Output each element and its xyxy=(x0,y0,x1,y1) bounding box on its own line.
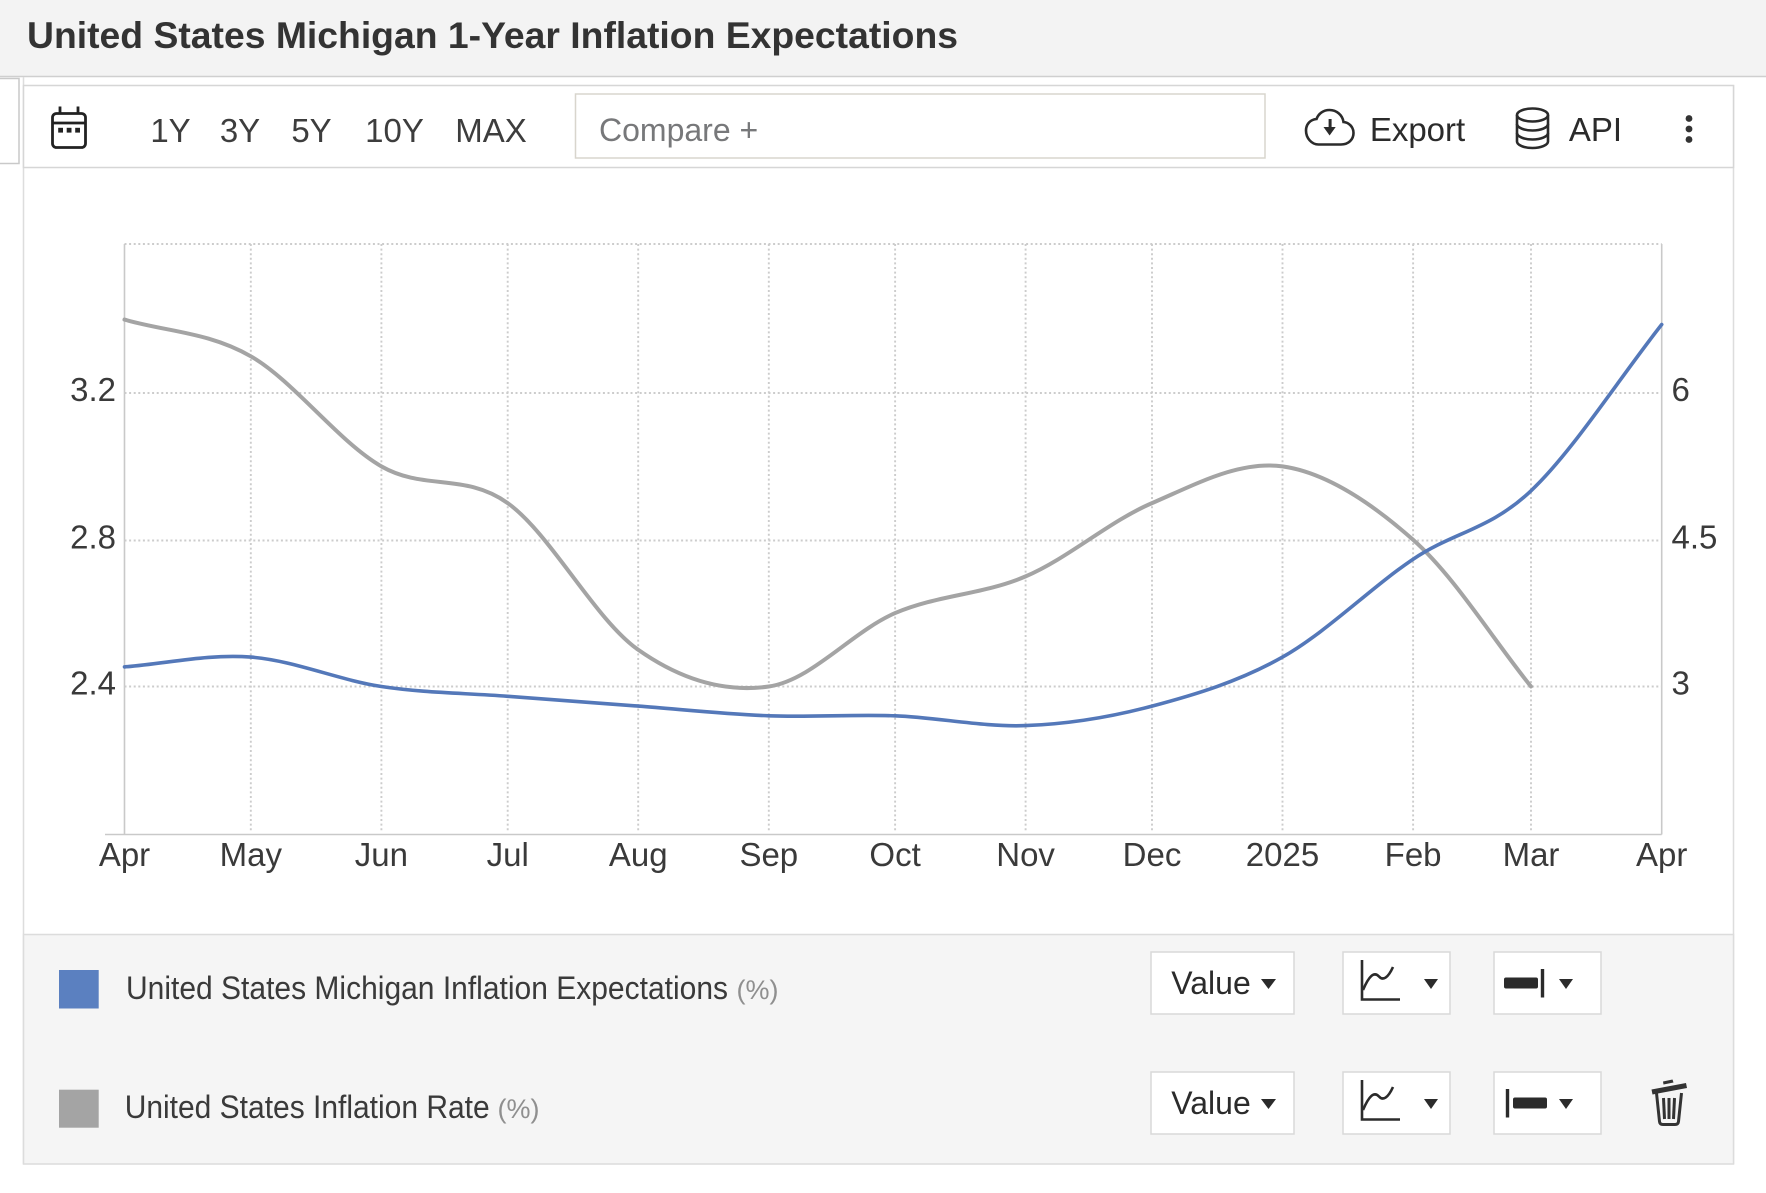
svg-text:2.4: 2.4 xyxy=(70,665,116,702)
svg-text:Value: Value xyxy=(1171,965,1250,1001)
svg-text:2025: 2025 xyxy=(1246,836,1319,873)
svg-text:(%): (%) xyxy=(498,1094,540,1124)
svg-text:Feb: Feb xyxy=(1385,836,1442,873)
svg-text:4.5: 4.5 xyxy=(1672,519,1718,556)
svg-text:Mar: Mar xyxy=(1503,836,1560,873)
svg-text:Dec: Dec xyxy=(1123,836,1182,873)
svg-text:Jul: Jul xyxy=(487,836,529,873)
svg-text:Nov: Nov xyxy=(996,836,1055,873)
svg-text:2.8: 2.8 xyxy=(70,519,116,556)
svg-text:API: API xyxy=(1569,111,1622,148)
svg-text:Apr: Apr xyxy=(1636,836,1687,873)
svg-text:Oct: Oct xyxy=(869,836,920,873)
svg-text:5Y: 5Y xyxy=(291,112,331,149)
svg-text:MAX: MAX xyxy=(455,112,527,149)
svg-text:10Y: 10Y xyxy=(365,112,424,149)
svg-text:3: 3 xyxy=(1672,665,1690,702)
svg-text:3.2: 3.2 xyxy=(70,371,116,408)
svg-text:United States Michigan 1-Year: United States Michigan 1-Year Inflation … xyxy=(27,15,958,56)
svg-text:Export: Export xyxy=(1370,111,1465,148)
svg-text:(%): (%) xyxy=(737,975,779,1005)
svg-text:United States Michigan Inflati: United States Michigan Inflation Expecta… xyxy=(126,970,728,1006)
svg-text:3Y: 3Y xyxy=(220,112,260,149)
svg-text:6: 6 xyxy=(1672,371,1690,408)
svg-text:Compare +: Compare + xyxy=(599,112,758,148)
svg-text:May: May xyxy=(220,836,283,873)
svg-text:Apr: Apr xyxy=(99,836,150,873)
svg-text:Jun: Jun xyxy=(355,836,408,873)
svg-text:1Y: 1Y xyxy=(150,112,190,149)
svg-text:United States Inflation Rate: United States Inflation Rate xyxy=(125,1089,490,1125)
svg-text:Value: Value xyxy=(1171,1085,1250,1121)
svg-text:Aug: Aug xyxy=(609,836,668,873)
svg-text:Sep: Sep xyxy=(739,836,798,873)
